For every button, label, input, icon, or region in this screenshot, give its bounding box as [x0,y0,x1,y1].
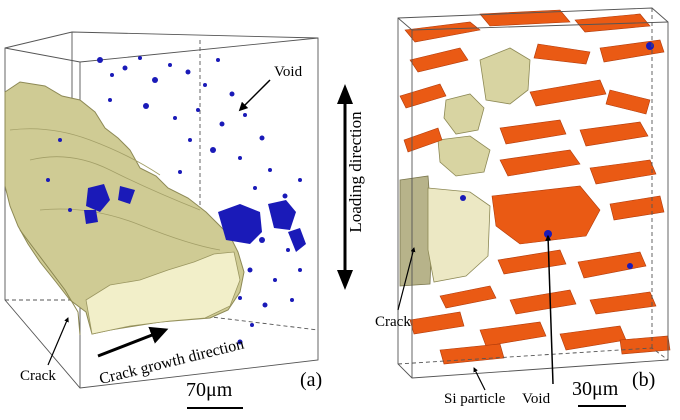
void-label-b: Void [522,391,551,407]
panel-tag-b: (b) [632,369,656,391]
crack-arrow-a [47,317,69,366]
void-arrow-b [545,234,554,385]
panel-a [4,31,319,409]
void-arrow-a [238,79,271,112]
panel-b-si-particles [399,9,671,365]
si-particle-label: Si particle [444,391,506,407]
loading-direction-arrow [337,84,353,290]
scale-label-a: 70μm [186,379,233,401]
crack-growth-arrow [97,326,169,358]
panel-a-crack-surface [4,81,245,336]
panel-b-crack-surface [399,47,531,287]
void-label-a: Void [274,64,303,80]
crack-arrow-b [397,247,416,311]
panel-tag-a: (a) [300,369,323,391]
loading-direction-label: Loading direction [346,111,365,233]
crack-label-b: Crack [375,314,411,330]
crack-label-a: Crack [20,368,56,384]
panel-b-bounding-box [397,7,669,379]
panel-a-voids [46,56,306,345]
scale-label-b: 30μm [572,378,619,400]
panel-b [378,4,676,407]
si-particle-arrow [473,367,486,391]
